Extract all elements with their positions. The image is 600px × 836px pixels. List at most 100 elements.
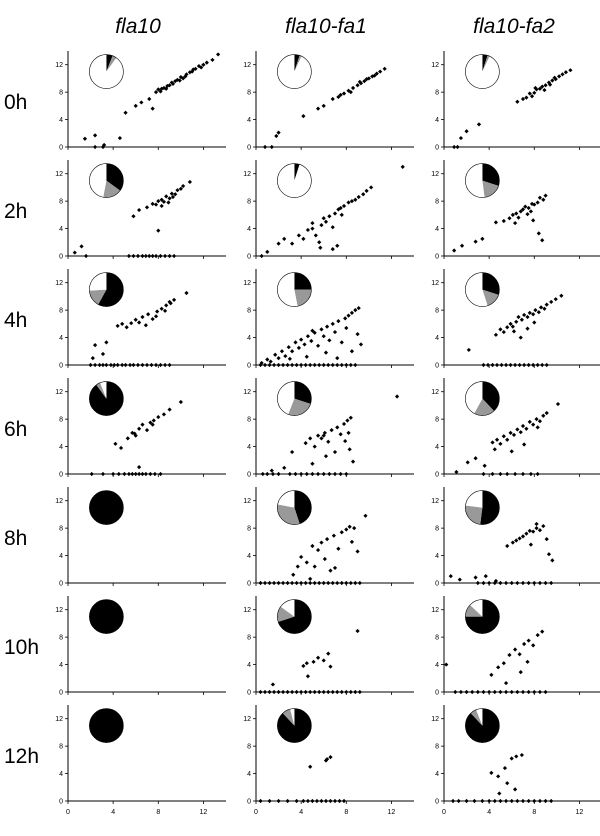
data-point (522, 312, 527, 318)
data-point-zero (89, 471, 94, 477)
data-point (520, 423, 526, 429)
pie-slice (294, 490, 312, 524)
data-point-zero (492, 689, 497, 695)
pie-slice (482, 272, 500, 295)
data-point-zero (494, 362, 500, 368)
column-title-fla10-fa1: fla10-fa1 (285, 15, 367, 38)
pie-inset (465, 163, 500, 198)
data-point (336, 319, 341, 324)
data-point (310, 461, 315, 466)
y-tick-label: 4 (59, 335, 63, 342)
data-point (483, 574, 488, 579)
data-point (568, 68, 573, 73)
data-point (513, 220, 518, 226)
data-point (549, 299, 554, 305)
data-point (129, 321, 134, 326)
data-point (178, 399, 183, 405)
pie-inset (465, 272, 500, 307)
data-point (132, 431, 137, 436)
data-point (153, 314, 159, 319)
data-point-zero (353, 689, 358, 695)
y-tick-label: 8 (247, 744, 251, 751)
data-point (508, 430, 513, 435)
data-point-zero (308, 362, 313, 368)
pie-outline (277, 599, 312, 634)
x-tick-label: 8 (344, 809, 348, 816)
data-point-zero (285, 798, 290, 804)
panel-fla10-6h: 0 4 8 12 (55, 378, 226, 479)
pie-slice (482, 163, 500, 186)
data-point (529, 94, 535, 99)
data-point (339, 212, 344, 217)
data-point (496, 665, 501, 670)
y-tick-label: 8 (59, 635, 63, 642)
data-point-zero (532, 798, 537, 804)
data-point-zero (498, 580, 503, 586)
data-point-zero (167, 253, 172, 259)
data-point-zero (290, 580, 295, 586)
data-point (338, 205, 343, 211)
data-point (347, 524, 352, 529)
data-point (348, 415, 353, 420)
data-point (552, 75, 557, 80)
data-point (313, 233, 318, 238)
y-tick-label: 0 (59, 581, 63, 588)
pie-slice (474, 398, 495, 416)
data-point (339, 340, 344, 345)
data-point-zero (472, 798, 477, 804)
data-point-zero (153, 362, 159, 368)
data-point-zero (326, 580, 331, 586)
data-point (356, 194, 361, 200)
data-point (524, 531, 529, 536)
data-point (167, 83, 172, 88)
data-point (170, 81, 176, 87)
data-point-zero (528, 471, 533, 477)
data-point-zero (520, 580, 526, 586)
data-point (540, 629, 545, 634)
data-point-zero (314, 798, 320, 804)
data-point-zero (162, 362, 168, 368)
pie-inset (89, 381, 124, 416)
data-point (372, 73, 377, 78)
data-point (520, 96, 526, 102)
data-point (296, 233, 301, 238)
data-point (452, 248, 457, 253)
y-tick-label: 12 (55, 389, 63, 396)
data-point-zero (509, 689, 514, 695)
data-point (328, 664, 333, 669)
pie-outline (277, 163, 312, 198)
data-point-zero (158, 253, 163, 259)
y-tick-label: 4 (435, 335, 439, 342)
data-point-zero (258, 362, 263, 368)
data-point-zero (294, 798, 299, 804)
data-point (378, 69, 383, 74)
pie-inset (277, 272, 312, 307)
pie-slice (277, 163, 312, 198)
pie-outline (89, 490, 124, 525)
data-point (547, 82, 553, 87)
data-point-zero (147, 253, 152, 259)
y-tick-label: 12 (431, 62, 439, 69)
pie-slice (465, 604, 483, 617)
data-point (276, 241, 281, 246)
data-point (332, 329, 338, 335)
data-point (557, 74, 562, 79)
data-point (175, 188, 180, 193)
data-point-zero (149, 362, 154, 368)
pie-slice (277, 708, 312, 743)
data-point (346, 313, 351, 318)
y-tick-label: 8 (59, 526, 63, 533)
pie-outline (89, 708, 124, 743)
data-point (169, 191, 174, 196)
data-point (315, 106, 321, 111)
data-point (514, 538, 519, 543)
data-point (173, 192, 178, 197)
data-point (310, 226, 315, 231)
data-point (140, 422, 145, 427)
data-point (315, 343, 321, 348)
column-title-fla10-fa2: fla10-fa2 (473, 15, 555, 38)
y-tick-label: 0 (247, 363, 251, 370)
data-point (286, 345, 291, 350)
data-point (322, 430, 327, 435)
data-point (184, 290, 189, 296)
